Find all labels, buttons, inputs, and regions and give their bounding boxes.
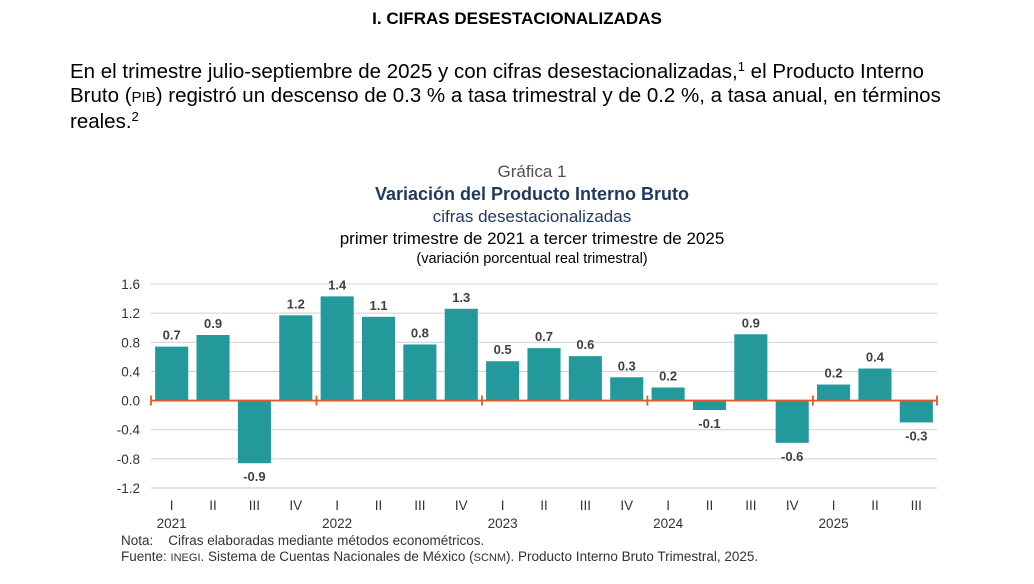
scnm-abbrev: SCNM [473, 552, 507, 564]
y-tick-label: -1.2 [117, 481, 140, 496]
data-label: 0.2 [825, 366, 843, 381]
bar [610, 377, 644, 401]
quarter-label: I [666, 498, 670, 513]
year-label: 2022 [322, 516, 352, 531]
year-label: 2024 [653, 516, 684, 531]
data-label: 0.4 [866, 350, 885, 365]
bar [858, 368, 892, 401]
chart-source: Fuente: INEGI. Sistema de Cuentas Nacion… [121, 549, 758, 564]
bar [361, 316, 396, 401]
quarter-label: I [335, 498, 339, 513]
source-text-2: ). Producto Interno Bruto Trimestral, 20… [506, 549, 759, 564]
chart-subtitle: cifras desestacionalizadas [432, 207, 632, 226]
intro-text-1: En el trimestre julio-septiembre de 2025… [70, 60, 738, 83]
bar [651, 387, 685, 401]
chart-note: Nota: Cifras elaboradas mediante métodos… [121, 533, 484, 548]
data-label: 0.3 [618, 358, 636, 373]
pib-abbrev: PIB [131, 89, 156, 106]
source-label: Fuente: [121, 549, 167, 564]
y-tick-label: 1.2 [121, 306, 140, 321]
chart-label: Gráfica 1 [497, 162, 567, 181]
bar [237, 400, 271, 464]
quarter-label: III [249, 498, 260, 513]
data-label: 0.5 [494, 342, 512, 357]
quarter-label: IV [289, 498, 302, 513]
data-label: 1.4 [328, 277, 347, 292]
bar [279, 315, 313, 401]
y-tick-label: -0.8 [117, 452, 140, 467]
chart-unit: (variación porcentual real trimestral) [416, 251, 648, 267]
quarter-label: II [706, 498, 714, 513]
quarter-label: III [745, 498, 756, 513]
bar [692, 400, 727, 411]
y-tick-label: 1.6 [121, 277, 140, 292]
inegi-abbrev: INEGI [170, 552, 201, 564]
y-tick-label: 0.8 [121, 335, 140, 350]
quarter-label: II [540, 498, 548, 513]
note-label: Nota: [121, 533, 154, 548]
bar [734, 334, 768, 401]
bar [568, 356, 602, 401]
quarter-label: I [501, 498, 505, 513]
bar [527, 348, 561, 401]
quarter-label: III [580, 498, 591, 513]
intro-paragraph: En el trimestre julio-septiembre de 2025… [70, 60, 970, 134]
data-label: -0.6 [781, 449, 803, 464]
bar [155, 346, 189, 401]
data-label: -0.9 [243, 469, 265, 484]
quarter-label: I [832, 498, 836, 513]
source-text-1: . Sistema de Cuentas Nacionales de Méxic… [200, 549, 474, 564]
intro-text-2: el Producto Interno Bruto ( [70, 60, 924, 107]
y-tick-label: 0.0 [121, 394, 140, 409]
chart-period: primer trimestre de 2021 a tercer trimes… [339, 229, 725, 248]
year-label: 2025 [819, 516, 849, 531]
bar [403, 344, 437, 401]
bar [444, 308, 478, 401]
data-label: 0.9 [742, 315, 760, 330]
chart-title: Variación del Producto Interno Bruto [374, 184, 690, 204]
bar [196, 335, 230, 401]
data-label: 0.6 [576, 337, 594, 352]
quarter-label: II [871, 498, 879, 513]
bar [817, 384, 851, 401]
data-label: 0.8 [411, 325, 429, 340]
data-label: 1.3 [452, 290, 470, 305]
data-label: -0.3 [905, 428, 927, 443]
intro-text-3: ) registró un descenso de 0.3 % a tasa t… [70, 84, 941, 133]
footnote-ref-2[interactable]: 2 [131, 109, 139, 124]
quarter-label: II [209, 498, 217, 513]
bar [775, 400, 809, 443]
data-label: 0.2 [659, 368, 677, 383]
section-title: I. CIFRAS DESESTACIONALIZADAS [372, 9, 662, 28]
quarter-label: IV [455, 498, 468, 513]
quarter-label: IV [786, 498, 799, 513]
data-label: 1.2 [287, 296, 305, 311]
bar [486, 361, 520, 401]
note-text: Cifras elaboradas mediante métodos econo… [168, 533, 485, 548]
y-tick-label: -0.4 [117, 423, 141, 438]
quarter-label: I [170, 498, 174, 513]
data-label: 0.7 [163, 328, 181, 343]
data-label: 1.1 [369, 298, 387, 313]
year-label: 2021 [157, 516, 187, 531]
data-label: -0.1 [698, 416, 720, 431]
bar [320, 296, 354, 401]
quarter-label: IV [620, 498, 633, 513]
quarter-label: II [375, 498, 383, 513]
y-tick-label: 0.4 [121, 364, 140, 379]
bar [899, 400, 933, 423]
data-label: 0.7 [535, 329, 553, 344]
year-label: 2023 [488, 516, 518, 531]
data-label: 0.9 [204, 316, 222, 331]
quarter-label: III [911, 498, 922, 513]
footnote-ref-1[interactable]: 1 [737, 59, 745, 74]
quarter-label: III [414, 498, 425, 513]
